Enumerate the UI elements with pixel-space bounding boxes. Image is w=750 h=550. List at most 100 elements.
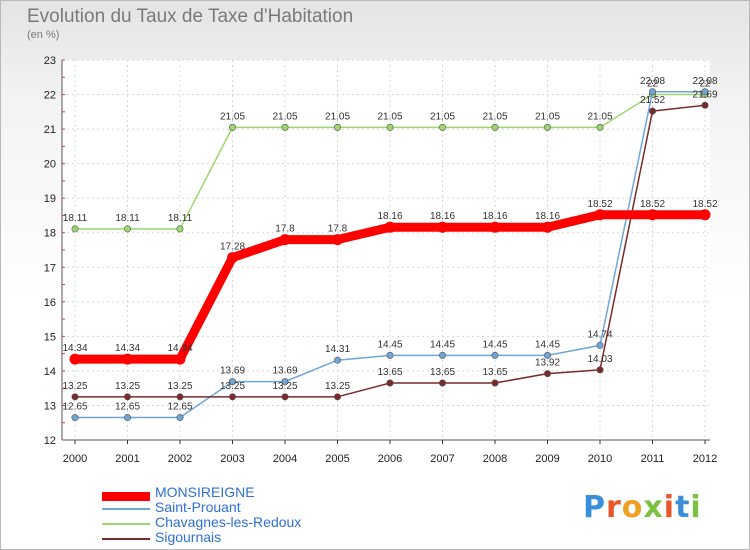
data-label: 21.05: [377, 111, 402, 122]
data-point: [647, 209, 658, 221]
data-point: [491, 379, 499, 387]
x-tick-label: 2001: [115, 453, 139, 465]
data-point: [438, 379, 446, 387]
data-point: [333, 393, 341, 401]
data-point: [69, 353, 81, 365]
data-label: 21.05: [535, 111, 560, 122]
legend-monsireigne: MONSIREIGNE: [155, 484, 255, 500]
data-label: 13.25: [62, 381, 87, 392]
x-tick-label: 2003: [220, 453, 244, 465]
logo-letter: t: [675, 490, 691, 525]
data-point: [229, 123, 237, 131]
data-point: [596, 341, 604, 349]
x-tick-label: 2007: [430, 453, 454, 465]
data-point: [281, 378, 289, 386]
data-point: [701, 101, 709, 109]
data-label: 21.69: [692, 89, 717, 100]
chart-title: Evolution du Taux de Taxe d'Habitation: [27, 6, 354, 27]
data-point: [124, 225, 132, 233]
x-tick-label: 2005: [325, 453, 349, 465]
data-label: 18.16: [535, 211, 560, 222]
legend-line-sigournais: [102, 538, 150, 540]
data-point: [281, 393, 289, 401]
data-point: [594, 209, 606, 221]
data-label: 14.31: [325, 344, 350, 355]
data-label: 18.16: [430, 211, 455, 222]
data-point: [596, 366, 604, 374]
data-point: [438, 123, 446, 131]
data-label: 17.28: [220, 242, 245, 253]
x-tick-label: 2004: [273, 453, 297, 465]
data-point: [229, 393, 237, 401]
data-label: 21.05: [430, 111, 455, 122]
y-tick-label: 14: [44, 366, 56, 378]
data-point: [543, 370, 551, 378]
data-label: 13.92: [535, 358, 560, 369]
proxiti-logo: Proxiti: [583, 490, 702, 525]
data-label: 14.34: [167, 343, 192, 354]
data-label: 17.8: [275, 224, 295, 235]
data-point: [71, 393, 79, 401]
data-label: 14.45: [535, 339, 560, 350]
legend-saint-prouant: Saint-Prouant: [155, 499, 241, 515]
data-point: [543, 123, 551, 131]
logo-letter: P: [583, 490, 606, 525]
data-point: [491, 123, 499, 131]
legend-line-monsireigne: [102, 492, 150, 501]
legend-line-saint-prouant: [102, 508, 150, 510]
data-label: 14.34: [62, 343, 87, 354]
data-label: 18.11: [168, 213, 193, 224]
logo-letter: r: [606, 490, 622, 525]
chart-subtitle: (en %): [27, 29, 60, 41]
data-label: 13.25: [220, 381, 245, 392]
y-tick-label: 13: [44, 400, 56, 412]
data-point: [648, 88, 656, 96]
data-label: 22: [647, 79, 659, 90]
data-label: 13.69: [220, 366, 245, 377]
data-label: 14.74: [587, 329, 612, 340]
data-point: [543, 351, 551, 359]
data-label: 13.25: [115, 381, 140, 392]
data-point: [227, 252, 238, 264]
data-label: 21.05: [325, 111, 350, 122]
data-point: [229, 378, 237, 386]
logo-letter: o: [621, 490, 644, 525]
data-point: [332, 234, 343, 246]
data-label: 13.25: [167, 381, 192, 392]
data-point: [437, 221, 448, 233]
data-label: 13.25: [325, 381, 350, 392]
data-point: [333, 123, 341, 131]
data-point: [124, 414, 132, 422]
data-label: 21.05: [587, 111, 612, 122]
data-point: [386, 123, 394, 131]
x-tick-label: 2000: [63, 453, 87, 465]
legend-chavagnes: Chavagnes-les-Redoux: [155, 514, 302, 530]
legend-sigournais: Sigournais: [155, 529, 222, 545]
x-tick-label: 2009: [535, 453, 559, 465]
x-tick-label: 2006: [378, 453, 402, 465]
data-label: 18.16: [377, 211, 402, 222]
data-label: 18.52: [587, 199, 612, 210]
data-label: 13.25: [272, 381, 297, 392]
x-tick-label: 2012: [693, 453, 717, 465]
data-label: 14.45: [430, 339, 455, 350]
plot-area: [62, 60, 710, 440]
data-point: [71, 414, 79, 422]
data-label: 13.65: [377, 367, 402, 378]
data-label: 22.08: [640, 76, 665, 87]
data-point: [176, 225, 184, 233]
data-point: [124, 393, 132, 401]
data-label: 18.16: [482, 211, 507, 222]
data-label: 18.11: [63, 213, 88, 224]
data-point: [279, 234, 291, 246]
data-label: 13.65: [430, 367, 455, 378]
data-point: [542, 221, 553, 233]
data-point: [489, 221, 501, 233]
data-point: [386, 379, 394, 387]
data-point: [384, 221, 396, 233]
data-label: 14.45: [377, 339, 402, 350]
data-label: 18.52: [692, 199, 717, 210]
data-point: [701, 88, 709, 96]
y-tick-label: 23: [44, 55, 56, 67]
